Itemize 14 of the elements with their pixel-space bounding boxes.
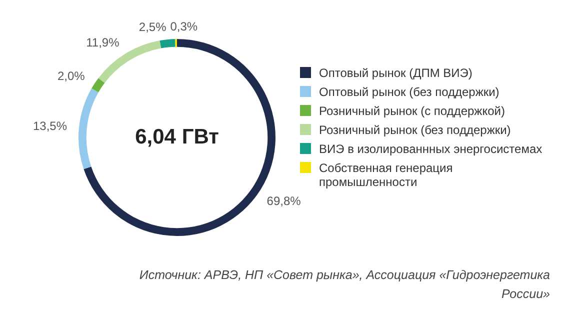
text: 6,04 ГВт [135, 125, 219, 148]
legend-label: Собственная генерация промышленности [319, 161, 454, 189]
legend-label: Оптовый рынок (без поддержки) [319, 85, 500, 99]
data-label: 13,5% [33, 119, 68, 134]
data-label: 11,9% [86, 36, 120, 50]
legend-label: ВИЭ в изолированнных энергосистемах [319, 142, 542, 156]
legend-label: Розничный рынок (без поддержки) [319, 123, 511, 137]
data-label: 69,8% [266, 194, 302, 208]
data-label: 2,0% [57, 68, 86, 83]
legend-label: Розничный рынок (с поддержкой) [319, 104, 505, 118]
data-label: 2,5% [138, 20, 167, 34]
text: Источник: АРВЭ, НП «Совет рынка», Ассоциация «Гидроэнергетика России» [138, 267, 550, 303]
data-label: 0,3% [170, 19, 198, 34]
legend-label: Оптовый рынок (ДПМ ВИЭ) [319, 66, 472, 80]
